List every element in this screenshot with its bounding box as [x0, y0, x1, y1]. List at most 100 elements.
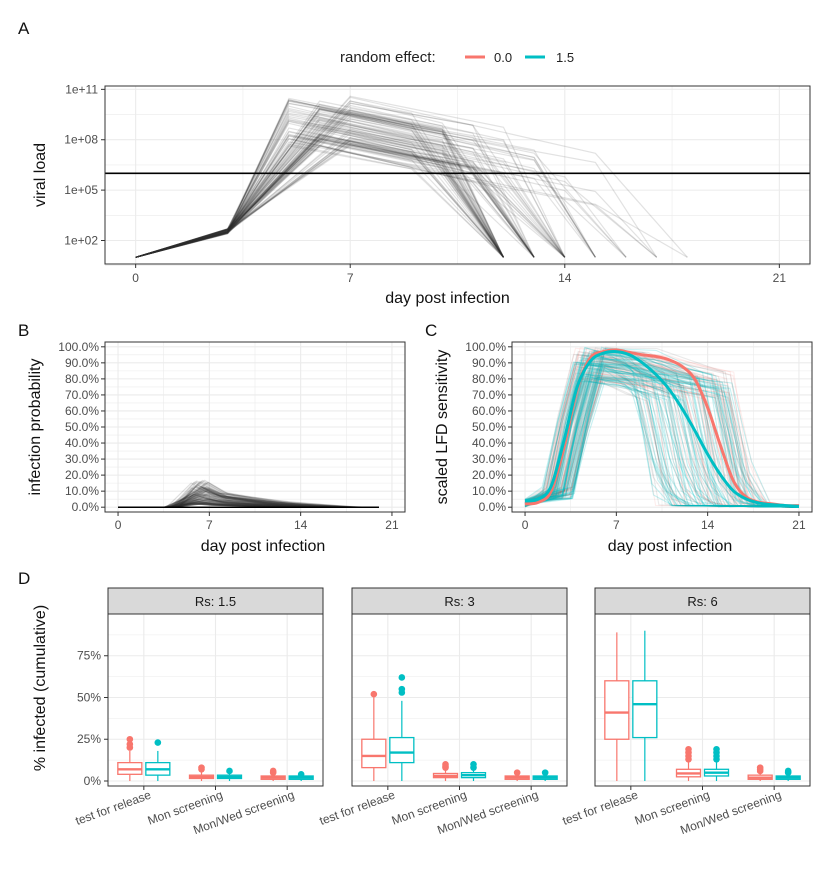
panel-c-trajectory-line: [524, 354, 800, 508]
panel-c-trajectory-line: [524, 377, 800, 508]
panel-a-trajectory-line: [135, 107, 505, 258]
panel-d-outlier: [784, 767, 792, 775]
panel-a-trajectory-line: [135, 137, 535, 258]
panel-c-trajectory-line: [524, 377, 800, 508]
panel-a-trajectory-line: [135, 127, 505, 258]
panel-c-x-tick-label: 21: [792, 518, 806, 532]
panel-a-x-title: day post infection: [385, 290, 510, 307]
panel-c-trajectory-line: [524, 349, 800, 508]
panel-c-trajectory-line: [524, 361, 800, 508]
panel-a-trajectory-line: [135, 100, 505, 258]
panel-c-trajectory-line: [524, 377, 800, 508]
panel-c-trajectory-line: [524, 347, 800, 508]
panel-d-box-rect: [632, 680, 658, 739]
panel-c-trajectory-line: [524, 351, 800, 508]
panel-a-trajectory-line: [135, 117, 535, 258]
panel-a-trajectory-line: [135, 123, 504, 258]
legend-label-1: 1.5: [556, 50, 574, 65]
panel-c-trajectory-line: [524, 378, 800, 508]
panel-a-trajectory-line: [135, 122, 505, 258]
panel-a-trajectory-line: [135, 95, 566, 258]
panel-c-trajectory-line: [524, 363, 800, 508]
panel-d-box-rect: [604, 680, 630, 740]
panel-a-trajectory-line: [135, 102, 566, 258]
panel-a-trajectory-line: [135, 144, 566, 258]
panel-d-strip-label: Rs: 6: [687, 594, 717, 609]
panel-d-y-tick-label: 50%: [77, 690, 101, 704]
panel-a-letter: A: [18, 19, 30, 38]
panel-c-trajectory-line: [524, 347, 800, 508]
panel-a-trajectory-line: [135, 130, 505, 258]
panel-a-trajectory-line: [135, 135, 566, 258]
panel-a-trajectory-line: [135, 111, 658, 258]
panel-c-trajectory-line: [524, 351, 800, 508]
panel-d-box: [432, 760, 459, 781]
panel-a-trajectory-line: [135, 140, 566, 258]
panel-d-outlier: [198, 764, 205, 771]
panel-c-trajectory-line: [524, 356, 800, 508]
panel-c-trajectory-line: [524, 360, 800, 508]
panel-a-trajectory-line: [135, 100, 535, 258]
panel-a-trajectory-line: [135, 99, 596, 258]
panel-a-x-tick-label: 7: [347, 271, 354, 285]
panel-a-trajectory-line: [135, 107, 505, 258]
panel-c-trajectory-line: [524, 363, 800, 508]
panel-a-trajectory-line: [135, 108, 566, 258]
panel-a-trajectory-line: [135, 102, 535, 258]
panel-a-trajectory-line: [135, 141, 535, 258]
panel-b-y-tick-label: 100.0%: [58, 340, 99, 354]
panel-a-trajectory-line: [135, 128, 627, 258]
panel-a-trajectory-line: [135, 119, 505, 258]
panel-a-trajectory-line: [135, 138, 504, 258]
panel-c-trajectory-line: [524, 363, 800, 508]
panel-a-trajectory-line: [135, 137, 566, 258]
panel-c-trajectory-line: [524, 373, 800, 508]
panel-d-box: [260, 767, 286, 781]
panel-a-trajectory-line: [135, 119, 596, 258]
panel-a-trajectory-line: [135, 96, 688, 258]
panel-d-box: [703, 745, 730, 781]
panel-a-trajectory-line: [135, 141, 535, 258]
panel-c-trajectory-line: [524, 377, 800, 508]
panel-c-trajectory-line: [524, 356, 800, 508]
panel-b-x-title: day post infection: [201, 538, 326, 555]
panel-d-y-tick-label: 0%: [84, 774, 102, 788]
panel-d-y-tick-label: 75%: [77, 649, 101, 663]
panel-a-trajectory-line: [135, 119, 566, 258]
panel-a-trajectory-line: [135, 110, 535, 258]
panel-d-outlier: [713, 745, 720, 753]
panel-c-trajectory-line: [524, 378, 800, 508]
panel-c-y-tick-label: 50.0%: [472, 420, 506, 434]
panel-c-trajectory-line: [524, 377, 800, 508]
panel-c-trajectory-line: [524, 380, 800, 508]
panel-a-trajectory-line: [135, 119, 505, 258]
panel-d-strip: [594, 587, 811, 615]
panel-a-trajectory-line: [135, 128, 627, 258]
panel-a-trajectory-line: [135, 109, 535, 258]
panel-a-trajectory-line: [135, 138, 505, 258]
panel-c-trajectory-line: [524, 350, 800, 508]
panel-b-infection-probability: 0 7 14 21 0.0% 10.0% 20.0% 30.0% 40.0% 50.0% 60.0%…: [27, 340, 406, 555]
panel-a-trajectory-line: [135, 97, 505, 258]
panel-c-trajectory-line: [524, 354, 800, 508]
panel-d-outlier: [269, 767, 277, 775]
panel-c-trajectory-line: [524, 359, 800, 508]
panel-c-trajectory-line: [524, 370, 800, 508]
panel-a-trajectory-line: [135, 138, 596, 258]
panel-d-box: [216, 767, 243, 781]
panel-d-box-rect: [389, 736, 415, 764]
panel-d-strip-label: Rs: 3: [444, 594, 474, 609]
panel-c-y-tick-label: 0.0%: [479, 500, 507, 514]
panel-a-trajectory-line: [135, 120, 504, 258]
panel-c-trajectory-line: [524, 380, 800, 508]
panel-c-trajectory-line: [524, 351, 800, 508]
panel-c-trajectory-line: [524, 381, 800, 508]
panel-c-lfd-sensitivity: 0 7 14 21 0.0% 10.0% 20.0% 30.0% 40.0% 50.0% 60.0%…: [434, 340, 813, 555]
panel-c-y-tick-label: 60.0%: [472, 404, 506, 418]
panel-a-trajectory-line: [135, 107, 596, 258]
panel-c-trajectory-line: [524, 361, 800, 508]
panel-d-x-tick-label: test for release: [317, 788, 397, 828]
panel-a-trajectory-line: [135, 145, 504, 258]
